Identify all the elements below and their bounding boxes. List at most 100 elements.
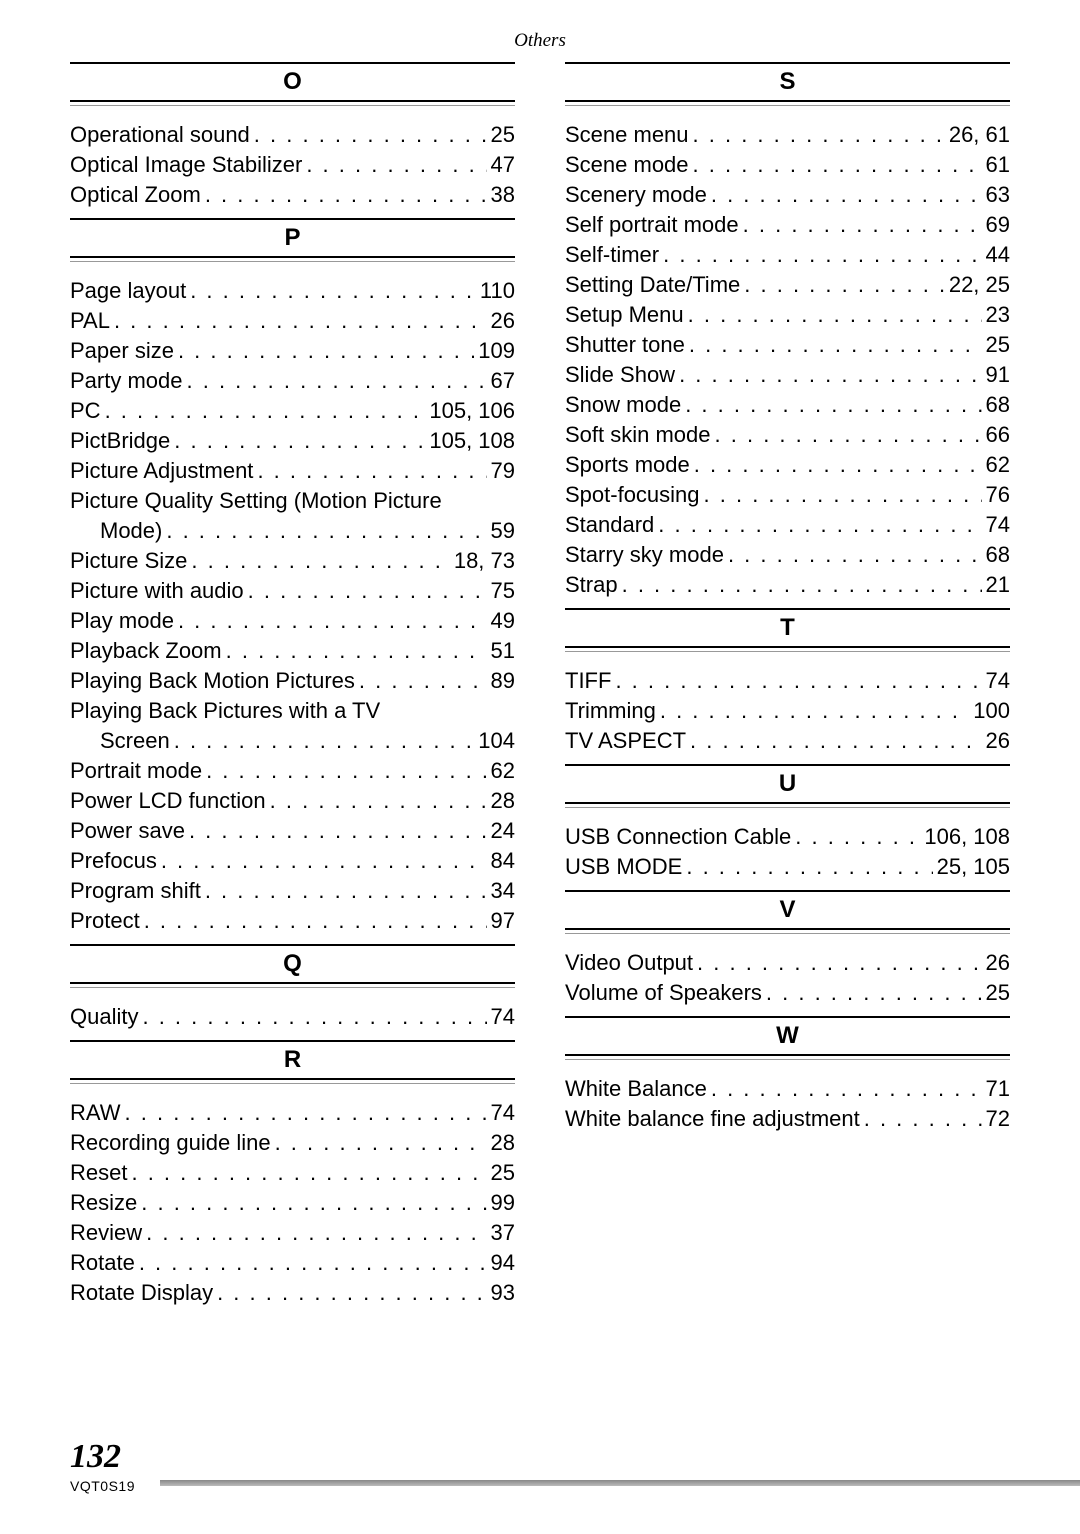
section-head: R (70, 1040, 515, 1080)
index-pages: 66 (986, 420, 1010, 450)
index-entry: Paper size 109 (70, 336, 515, 366)
index-entry: Scenery mode63 (565, 180, 1010, 210)
index-entry: Picture Adjustment79 (70, 456, 515, 486)
index-pages: 25, 105 (937, 852, 1010, 882)
section-head: Q (70, 944, 515, 984)
index-pages: 25 (986, 330, 1010, 360)
index-term: Volume of Speakers (565, 978, 762, 1008)
index-entry: Power LCD function28 (70, 786, 515, 816)
index-entry: Picture with audio75 (70, 576, 515, 606)
index-term: Review (70, 1218, 142, 1248)
leader-dots (125, 1098, 487, 1128)
index-entry: Snow mode68 (565, 390, 1010, 420)
index-pages: 26, 61 (949, 120, 1010, 150)
index-term: Slide Show (565, 360, 675, 390)
index-pages: 74 (491, 1098, 515, 1128)
leader-dots (131, 1158, 486, 1188)
index-term: Picture Quality Setting (Motion Picture (70, 486, 515, 516)
index-pages: 72 (986, 1104, 1010, 1134)
index-term: Power save (70, 816, 185, 846)
index-entry: USB Connection Cable106, 108 (565, 822, 1010, 852)
index-term: Setup Menu (565, 300, 684, 330)
index-term: Video Output (565, 948, 693, 978)
index-term: Scene mode (565, 150, 689, 180)
index-entry: USB MODE25, 105 (565, 852, 1010, 882)
leader-dots (615, 666, 981, 696)
index-entry: Rotate 94 (70, 1248, 515, 1278)
index-entry: Strap21 (565, 570, 1010, 600)
index-term: Playback Zoom (70, 636, 222, 666)
leader-dots (359, 666, 487, 696)
index-term: Playing Back Pictures with a TV (70, 696, 515, 726)
index-entries: Page layout110PAL26Paper size109Party mo… (70, 276, 515, 936)
footer-rule (160, 1480, 1080, 1486)
index-term: TV ASPECT (565, 726, 686, 756)
index-pages: 91 (986, 360, 1010, 390)
index-term: Party mode (70, 366, 183, 396)
index-entries: Scene menu26, 61Scene mode61Scenery mode… (565, 120, 1010, 600)
page-footer: 132 VQT0S19 (70, 1438, 135, 1494)
index-entry: Optical Image Stabilizer47 (70, 150, 515, 180)
index-term: Rotate (70, 1248, 135, 1278)
leader-dots (694, 450, 982, 480)
index-term: Sports mode (565, 450, 690, 480)
index-entry: Party mode67 (70, 366, 515, 396)
index-term: Playing Back Motion Pictures (70, 666, 355, 696)
leader-dots (744, 270, 945, 300)
index-entry: Playing Back Motion Pictures89 (70, 666, 515, 696)
index-term: White balance fine adjustment (565, 1104, 860, 1134)
index-term: Protect (70, 906, 140, 936)
index-entry: Page layout110 (70, 276, 515, 306)
index-pages: 94 (491, 1248, 515, 1278)
index-entry: Picture Quality Setting (Motion PictureM… (70, 486, 515, 546)
index-entry: Starry sky mode68 (565, 540, 1010, 570)
leader-dots (704, 480, 982, 510)
leader-dots (697, 948, 981, 978)
leader-dots (306, 150, 486, 180)
leader-dots (189, 816, 487, 846)
leader-dots (622, 570, 982, 600)
index-pages: 61 (986, 150, 1010, 180)
index-entry: Rotate Display93 (70, 1278, 515, 1308)
page-header: Others (70, 30, 1010, 52)
index-entry: Setting Date/Time22, 25 (565, 270, 1010, 300)
index-pages: 75 (491, 576, 515, 606)
section-head: U (565, 764, 1010, 804)
leader-dots (139, 1248, 487, 1278)
index-pages: 109 (478, 336, 515, 366)
index-term: Rotate Display (70, 1278, 213, 1308)
index-pages: 49 (491, 606, 515, 636)
leader-dots (690, 726, 981, 756)
index-entry: Trimming100 (565, 696, 1010, 726)
leader-dots (270, 786, 487, 816)
index-columns: OOperational sound25Optical Image Stabil… (70, 62, 1010, 1316)
index-pages: 68 (986, 540, 1010, 570)
leader-dots (174, 726, 475, 756)
section-head: V (565, 890, 1010, 930)
index-term: Paper size (70, 336, 174, 366)
leader-dots (105, 396, 426, 426)
index-term: Trimming (565, 696, 656, 726)
leader-dots (864, 1104, 982, 1134)
index-pages: 37 (491, 1218, 515, 1248)
index-term: Setting Date/Time (565, 270, 740, 300)
leader-dots (114, 306, 487, 336)
index-entry: White Balance71 (565, 1074, 1010, 1104)
index-entries: USB Connection Cable106, 108USB MODE25, … (565, 822, 1010, 882)
index-entry: Operational sound25 (70, 120, 515, 150)
leader-dots (191, 546, 449, 576)
leader-dots (178, 606, 487, 636)
index-pages: 26 (986, 726, 1010, 756)
index-term: Play mode (70, 606, 174, 636)
leader-dots (686, 852, 932, 882)
leader-dots (711, 180, 982, 210)
index-entries: White Balance71White balance fine adjust… (565, 1074, 1010, 1134)
leader-dots (693, 120, 945, 150)
index-pages: 110 (480, 276, 515, 306)
right-column: SScene menu26, 61Scene mode61Scenery mod… (565, 62, 1010, 1316)
leader-dots (766, 978, 982, 1008)
index-entries: Quality74 (70, 1002, 515, 1032)
index-pages: 74 (986, 666, 1010, 696)
index-entry: Standard74 (565, 510, 1010, 540)
leader-dots (144, 906, 487, 936)
